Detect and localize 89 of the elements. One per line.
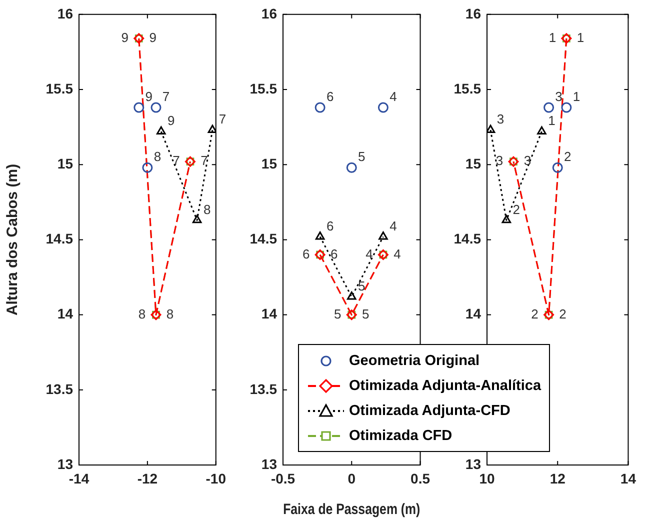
y-tick-label: 15 — [57, 155, 74, 172]
annotation: 2 — [564, 149, 572, 164]
annotation: 4 — [390, 89, 397, 104]
x-tick-label: 0 — [348, 470, 356, 486]
point — [142, 162, 153, 173]
annotation: 1 — [572, 89, 580, 104]
point — [346, 162, 357, 173]
annotation: 3 — [555, 89, 562, 104]
y-axis-title: Altura dos Cabos (m) — [4, 164, 22, 316]
y-tick-label: 13.5 — [46, 380, 74, 397]
annotation: 2 — [559, 306, 566, 322]
annotation: 7 — [200, 153, 208, 168]
y-tick-label: 14 — [261, 306, 278, 322]
annotation: 9 — [145, 89, 153, 104]
y-tick-label: 16 — [261, 5, 278, 22]
annotation: 6 — [302, 246, 310, 262]
x-tick-label: 10 — [479, 470, 495, 486]
y-tick-label: 14 — [465, 306, 482, 322]
annotation: 4 — [390, 218, 397, 234]
annotation: 9 — [168, 113, 175, 128]
x-tick-label: -14 — [68, 470, 90, 486]
y-tick-label: 15 — [465, 155, 482, 172]
y-tick-label: 15.5 — [250, 80, 278, 96]
legend-label: Geometria Original — [349, 352, 480, 368]
point — [537, 126, 546, 135]
annotation: 5 — [358, 149, 366, 164]
point — [544, 102, 554, 113]
point — [378, 231, 388, 240]
annotation: 7 — [162, 89, 170, 104]
x-tick-label: -12 — [137, 470, 158, 486]
annotation: 2 — [531, 306, 538, 322]
x-tick-label: 0.5 — [410, 470, 430, 486]
point — [156, 126, 166, 135]
annotation: 3 — [524, 153, 532, 168]
x-tick-label: -0.5 — [270, 470, 296, 486]
y-tick-label: 13 — [57, 456, 74, 472]
point — [552, 162, 563, 173]
y-tick-label: 16 — [57, 5, 74, 22]
annotation: 8 — [203, 202, 211, 217]
y-tick-label: 14.5 — [46, 230, 74, 247]
point — [150, 102, 162, 113]
y-tick-label: 15 — [261, 155, 278, 172]
x-tick-label: 14 — [620, 470, 636, 486]
annotation: 7 — [218, 112, 226, 127]
x-tick-label: -10 — [206, 470, 226, 486]
y-tick-label: 14.5 — [454, 230, 482, 247]
y-tick-label: 14 — [57, 306, 74, 322]
annotation: 3 — [496, 153, 504, 168]
y-tick-label: 13 — [465, 456, 482, 472]
annotation: 2 — [512, 202, 520, 217]
point — [315, 231, 325, 240]
y-tick-label: 14.5 — [250, 230, 278, 247]
y-tick-label: 13 — [261, 456, 278, 472]
annotation: 4 — [394, 246, 401, 262]
point — [134, 102, 144, 113]
annotation: 5 — [334, 306, 342, 322]
legend-label: Otimizada Adjunta-Analítica — [349, 378, 542, 394]
point — [314, 102, 326, 113]
point — [208, 124, 216, 134]
annotation: 3 — [496, 112, 504, 127]
annotation: 1 — [576, 30, 584, 46]
annotation: 6 — [326, 218, 334, 234]
point — [192, 214, 202, 224]
annotation: 6 — [326, 89, 334, 104]
x-axis-title: Faixa de Passagem (m) — [283, 501, 420, 518]
annotation: 1 — [548, 113, 556, 128]
annotation: 8 — [154, 149, 162, 164]
annotation: 5 — [362, 306, 370, 322]
point — [487, 124, 496, 134]
annotation: 9 — [149, 30, 157, 46]
y-tick-label: 15.5 — [454, 80, 482, 96]
x-tick-label: 12 — [550, 470, 566, 486]
point — [502, 214, 512, 224]
annotation: 4 — [366, 246, 373, 262]
legend-label: Otimizada Adjunta-CFD — [349, 402, 510, 418]
point — [346, 292, 356, 300]
y-tick-label: 13.5 — [250, 380, 278, 397]
annotation: 7 — [172, 153, 180, 168]
y-tick-label: 15.5 — [46, 80, 74, 96]
annotation: 1 — [548, 30, 556, 46]
annotation: 6 — [330, 246, 338, 262]
point — [378, 102, 388, 113]
annotation: 8 — [166, 306, 174, 322]
annotation: 5 — [358, 278, 366, 294]
point — [561, 102, 572, 113]
annotation: 9 — [121, 30, 129, 46]
annotation: 8 — [138, 306, 146, 322]
legend-label: Otimizada CFD — [349, 428, 452, 444]
y-tick-label: 16 — [465, 5, 482, 22]
